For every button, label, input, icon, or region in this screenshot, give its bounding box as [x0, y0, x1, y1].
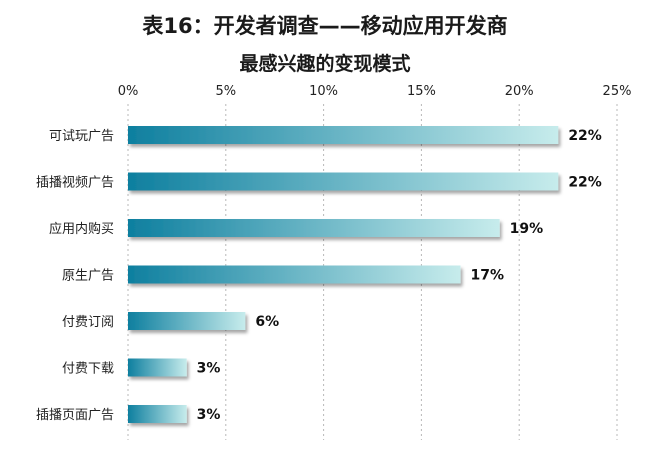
x-tick-label: 25% [603, 84, 632, 99]
bar [128, 405, 187, 423]
x-tick-label: 10% [309, 84, 338, 99]
x-tick-label: 20% [505, 84, 534, 99]
bar [128, 219, 500, 237]
chart-subtitle: 最感兴趣的变现模式 [239, 52, 410, 75]
category-label: 插播页面广告 [36, 408, 114, 423]
grid-lines [127, 104, 618, 440]
category-label: 付费下载 [62, 362, 114, 377]
category-label: 应用内购买 [49, 221, 114, 237]
x-tick-label: 15% [407, 84, 436, 99]
data-label: 6% [255, 314, 279, 330]
bar [128, 126, 559, 144]
data-label: 17% [471, 268, 505, 284]
data-label: 22% [568, 175, 602, 191]
bar [128, 312, 246, 330]
data-label: 19% [510, 221, 544, 237]
chart-title: 表16：开发者调查——移动应用开发商 [142, 14, 507, 38]
bars [128, 126, 559, 423]
category-label: 插播视频广告 [36, 176, 114, 191]
x-axis-ticks: 0% 5% 10% 15% 20% 25% [118, 84, 632, 99]
data-label: 22% [568, 128, 602, 144]
bar [128, 265, 461, 284]
data-labels: 22% 22% 19% 17% 6% 3% 3% [197, 128, 602, 423]
bar [128, 172, 559, 191]
bar [128, 358, 187, 377]
category-label: 原生广告 [62, 269, 114, 284]
x-tick-label: 0% [118, 84, 139, 99]
category-label: 付费订阅 [62, 315, 114, 330]
data-label: 3% [197, 407, 221, 423]
category-label: 可试玩广告 [49, 129, 114, 144]
data-label: 3% [197, 361, 221, 377]
x-tick-label: 5% [215, 84, 236, 99]
